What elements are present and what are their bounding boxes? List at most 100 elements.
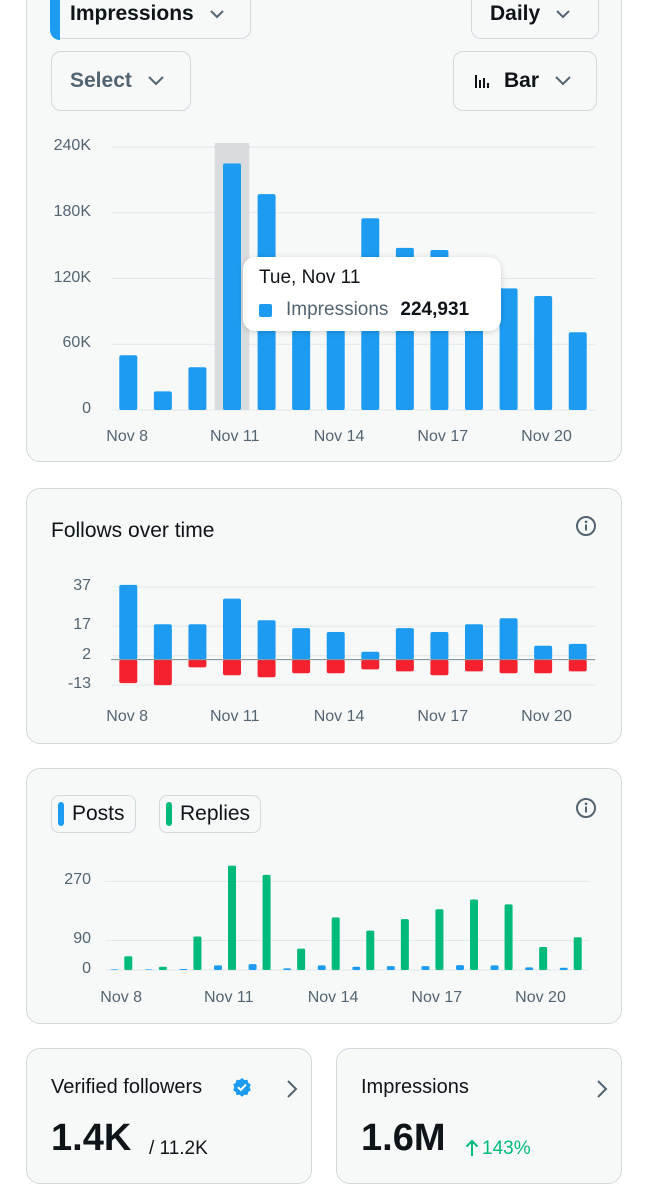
tooltip-series-name: Impressions [286,299,389,320]
bar-unfollows [395,659,414,672]
bar-unfollows [223,659,241,676]
x-tick-label: Nov 11 [204,989,254,1006]
bar-posts [559,967,568,970]
verified-followers-card[interactable]: Verified followers 1.4K / 11.2K [26,1048,312,1184]
bar-follows [292,628,311,660]
legend-replies[interactable]: Replies [159,795,262,833]
impressions-card: Impressions Daily Select Bar 0 60K 120K 180… [26,0,622,462]
bar-unfollows [292,659,311,674]
chevron-right-icon[interactable] [285,1079,299,1099]
bar-posts [248,964,257,970]
bar-unfollows [257,659,276,678]
select-dropdown[interactable]: Select [51,51,191,111]
y-tick-label: 2 [82,645,91,663]
period-dropdown[interactable]: Daily [471,0,599,39]
chevron-down-icon [148,76,164,86]
bar-follows [119,584,138,660]
posts-replies-card: Posts Replies 0 90 270 Nov 8 Nov 11 Nov 14 No… [26,768,622,1024]
bar-posts [283,968,292,970]
bar-unfollows [119,659,138,684]
x-tick-label: Nov 14 [313,708,365,725]
chart-type-dropdown[interactable]: Bar [453,51,597,111]
bar-posts [144,969,153,970]
bar-replies [435,909,444,970]
x-tick-label: Nov 11 [210,708,260,725]
bar-unfollows [361,659,380,670]
chevron-down-icon [556,10,570,19]
y-tick-label: -13 [67,675,91,693]
bar-replies [262,874,271,970]
y-tick-label: 0 [82,960,91,977]
impressions-stat-card[interactable]: Impressions 1.6M 143% [336,1048,622,1184]
metric-dropdown[interactable]: Impressions [50,0,251,40]
bar-unfollows [568,659,587,672]
bar-replies [539,947,548,970]
x-tick-label: Nov 20 [521,708,572,725]
tooltip-date: Tue, Nov 11 [259,267,361,288]
bar-follows [361,651,380,660]
bar-follows [257,620,276,660]
bar-replies [124,956,133,970]
replies-swatch [166,802,172,826]
bar-posts [421,966,430,970]
y-tick-label: 37 [73,576,91,594]
bar-unfollows [153,659,172,686]
bar-impressions [188,367,207,410]
x-tick-label: Nov 17 [411,989,463,1006]
bar-posts [352,966,361,970]
bar-unfollows [326,659,345,674]
x-tick-label: Nov 17 [417,428,469,445]
chevron-down-icon [210,10,224,19]
verified-followers-total: / 11.2K [149,1138,208,1159]
info-icon[interactable] [575,515,597,537]
bar-replies [297,948,306,970]
x-tick-label: Nov 17 [417,708,469,725]
chevron-right-icon[interactable] [595,1079,609,1099]
bar-follows [568,643,587,660]
x-tick-label: Nov 20 [521,428,572,445]
x-tick-label: Nov 20 [515,989,566,1006]
bar-chart-icon [475,75,489,88]
bar-impressions [119,355,138,410]
tooltip-series-swatch [259,303,272,317]
impressions-stat-label: Impressions [361,1076,469,1098]
bar-replies [193,936,202,970]
bar-posts [317,965,326,970]
period-dropdown-label: Daily [490,2,541,25]
bar-impressions [326,311,345,410]
bar-follows [153,624,172,660]
bar-replies [228,865,236,970]
impressions-change: 143% [482,1138,531,1159]
verified-badge-icon [233,1078,251,1097]
x-tick-label: Nov 8 [106,428,149,445]
legend-posts-label: Posts [72,802,125,825]
bar-impressions [534,296,553,410]
y-tick-label: 90 [73,930,91,948]
impressions-bar-chart[interactable] [27,0,622,462]
metric-color-bar [50,0,60,40]
bar-unfollows [465,659,483,672]
legend-posts[interactable]: Posts [51,795,136,833]
bar-posts [179,969,188,970]
info-icon[interactable] [575,797,597,819]
posts-replies-bar-chart[interactable] [27,769,622,1024]
bar-follows [430,632,449,660]
x-tick-label: Nov 8 [100,989,143,1006]
bar-follows [326,632,345,660]
metric-dropdown-label: Impressions [70,2,194,25]
bar-follows [188,624,207,660]
bar-posts [525,967,534,970]
bar-follows [499,618,518,660]
bar-impressions [568,332,587,410]
bar-follows [223,598,241,660]
x-tick-label: Nov 8 [106,708,149,725]
follows-card: Follows over time -13 2 17 37 Nov 8 Nov 11 No… [26,488,622,744]
bar-follows [465,624,483,660]
bar-replies [331,917,340,970]
bar-impressions [499,288,518,410]
y-tick-label: 240K [53,137,91,154]
bar-replies [158,966,167,970]
follows-bar-chart[interactable] [27,489,622,744]
bar-posts [214,965,222,970]
bar-unfollows [534,659,553,674]
